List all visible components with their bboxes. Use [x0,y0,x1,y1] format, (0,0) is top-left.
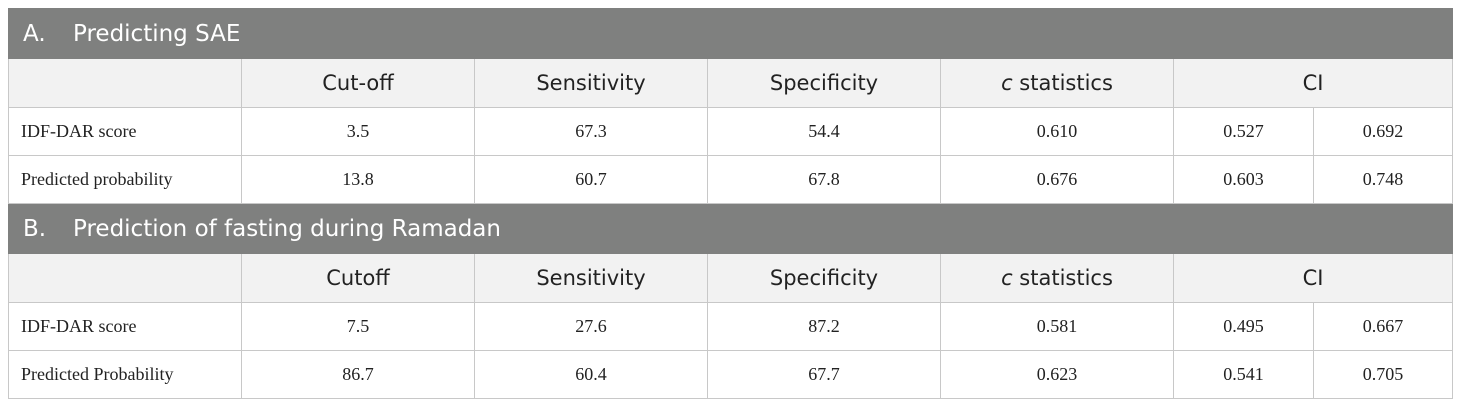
row-label: IDF-DAR score [8,107,242,156]
cell-ci-high: 0.705 [1312,350,1454,399]
section-title: Predicting SAE [73,20,241,47]
row-label: IDF-DAR score [8,302,242,351]
section-b-title: B. Prediction of fasting during Ramadan [7,203,1454,254]
section-a-title: A. Predicting SAE [7,8,1454,59]
section-a-header-row: Cut-off Sensitivity Specificity c statis… [8,58,1454,108]
header-cutoff: Cut-off [241,58,475,108]
cell-ci-high: 0.692 [1312,107,1454,156]
header-blank [8,253,242,303]
cell-ci-high: 0.748 [1312,155,1454,204]
cell-c-statistic: 0.676 [940,155,1174,204]
header-c-statistics: c statistics [940,58,1174,108]
cell-sensitivity: 27.6 [474,302,708,351]
header-sensitivity: Sensitivity [474,253,708,303]
cell-c-statistic: 0.610 [940,107,1174,156]
cell-cutoff: 13.8 [241,155,475,204]
cell-sensitivity: 60.4 [474,350,708,399]
row-label: Predicted probability [8,155,242,204]
section-b-title-row: B. Prediction of fasting during Ramadan [7,203,1454,254]
table-row: IDF-DAR score 3.5 67.3 54.4 0.610 0.527 … [8,107,1454,156]
header-cutoff: Cutoff [241,253,475,303]
cell-c-statistic: 0.623 [940,350,1174,399]
section-letter: A. [23,20,46,47]
header-c-statistics: c statistics [940,253,1174,303]
header-c-rest: statistics [1012,71,1113,95]
cell-ci-high: 0.667 [1312,302,1454,351]
results-table: A. Predicting SAE Cut-off Sensitivity Spe… [7,8,1454,399]
header-specificity: Specificity [707,253,941,303]
cell-specificity: 67.8 [707,155,941,204]
cell-sensitivity: 60.7 [474,155,708,204]
header-ci: CI [1172,253,1454,303]
cell-specificity: 87.2 [707,302,941,351]
cell-ci-low: 0.541 [1173,350,1314,399]
header-c-letter: c [1001,266,1013,290]
section-letter: B. [23,215,47,242]
cell-cutoff: 7.5 [241,302,475,351]
header-specificity: Specificity [707,58,941,108]
table-row: IDF-DAR score 7.5 27.6 87.2 0.581 0.495 … [8,302,1454,351]
cell-specificity: 67.7 [707,350,941,399]
cell-cutoff: 3.5 [241,107,475,156]
section-title: Prediction of fasting during Ramadan [73,215,501,242]
header-blank [8,58,242,108]
row-label: Predicted Probability [8,350,242,399]
table-row: Predicted Probability 86.7 60.4 67.7 0.6… [8,350,1454,399]
cell-ci-low: 0.603 [1173,155,1314,204]
cell-specificity: 54.4 [707,107,941,156]
header-sensitivity: Sensitivity [474,58,708,108]
section-a-title-row: A. Predicting SAE [7,8,1454,59]
table-row: Predicted probability 13.8 60.7 67.8 0.6… [8,155,1454,204]
cell-ci-low: 0.527 [1173,107,1314,156]
cell-cutoff: 86.7 [241,350,475,399]
cell-ci-low: 0.495 [1173,302,1314,351]
header-c-rest: statistics [1012,266,1113,290]
header-ci: CI [1172,58,1454,108]
cell-c-statistic: 0.581 [940,302,1174,351]
header-c-letter: c [1001,71,1013,95]
cell-sensitivity: 67.3 [474,107,708,156]
section-b-header-row: Cutoff Sensitivity Specificity c statist… [8,253,1454,303]
